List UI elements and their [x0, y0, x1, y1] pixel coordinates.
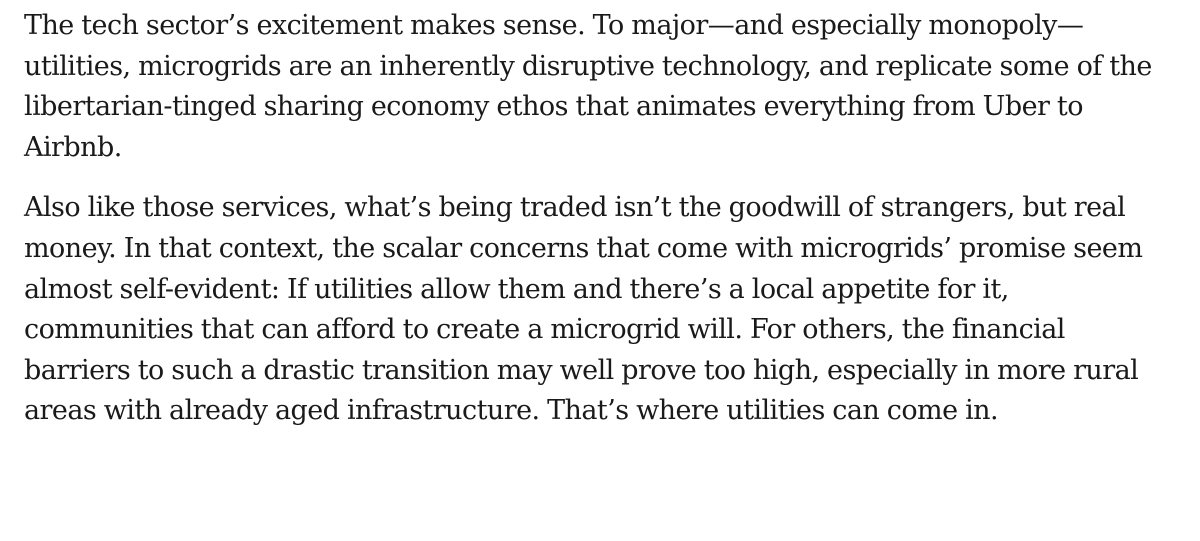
paragraph-line: money. In that context, the scalar conce… [24, 232, 1143, 264]
paragraph-line: areas with already aged infrastructure. … [24, 395, 999, 427]
paragraph-1: The tech sector’s excitement makes sense… [24, 6, 1176, 168]
paragraph-2: Also like those services, what’s being t… [24, 188, 1176, 432]
paragraph-line: utilities, microgrids are an inherently … [24, 50, 1152, 82]
paragraph-line: The tech sector’s excitement makes sense… [24, 10, 1084, 41]
paragraph-line: barriers to such a drastic transition ma… [24, 354, 1139, 386]
paragraph-line: almost self-evident: If utilities allow … [24, 273, 1009, 305]
article-body: The tech sector’s excitement makes sense… [24, 6, 1176, 432]
paragraph-line: Also like those services, what’s being t… [24, 192, 1126, 224]
paragraph-line: Airbnb. [24, 131, 122, 163]
paragraph-line: communities that can afford to create a … [24, 314, 1065, 346]
paragraph-line: libertarian-tinged sharing economy ethos… [24, 91, 1084, 123]
